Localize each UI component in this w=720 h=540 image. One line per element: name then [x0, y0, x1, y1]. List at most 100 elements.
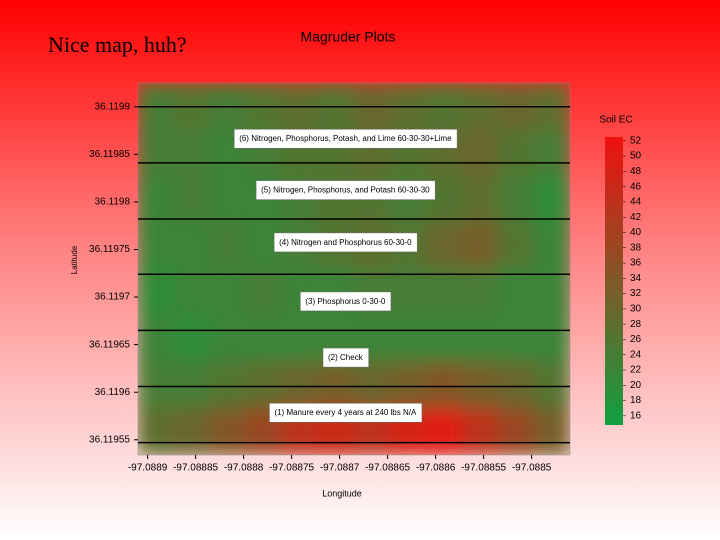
colorbar-tick-label: 50: [630, 151, 642, 162]
heatmap-cell: [497, 361, 535, 409]
heatmap-cell: [461, 315, 499, 363]
heatmap-cell: [138, 129, 175, 177]
x-tick-label: -97.0885: [512, 463, 552, 474]
heatmap-cell: [173, 129, 211, 177]
heatmap-cell: [245, 361, 283, 409]
x-tick-label: -97.08865: [365, 463, 410, 474]
y-tick-label: 36.11975: [89, 244, 130, 255]
x-tick-label: -97.0889: [128, 463, 168, 474]
y-tick-label: 36.11985: [89, 149, 130, 160]
heatmap-cell: [173, 408, 211, 455]
y-tick-label: 36.11955: [89, 434, 130, 445]
x-tick-label: -97.08885: [173, 463, 218, 474]
heatmap-cell: [497, 222, 535, 270]
heatmap-cell: [138, 175, 175, 223]
colorbar-tick-label: 32: [630, 288, 642, 299]
heatmap-cell: [245, 315, 283, 363]
heatmap-cell: [461, 175, 499, 223]
heatmap-cell: [533, 268, 570, 316]
x-axis-label: Longitude: [322, 488, 362, 498]
heatmap-cell: [497, 315, 535, 363]
colorbar-tick-label: 18: [630, 395, 642, 406]
colorbar-tick-label: 36: [630, 258, 642, 269]
colorbar-tick-label: 48: [630, 166, 642, 177]
heatmap-cell: [389, 268, 427, 316]
colorbar: [605, 137, 623, 425]
heatmap-cell: [138, 268, 175, 316]
heatmap-cell: [425, 361, 463, 409]
heatmap-cell: [461, 268, 499, 316]
heatmap-cell: [138, 408, 175, 455]
heatmap-cell: [209, 222, 247, 270]
heatmap-cell: [389, 361, 427, 409]
heatmap-cell: [173, 361, 211, 409]
heatmap-cell: [209, 315, 247, 363]
annotation-box: [322, 347, 369, 368]
heatmap-cell: [209, 268, 247, 316]
colorbar-tick-label: 20: [630, 380, 642, 391]
chart-title: Magruder Plots: [301, 29, 396, 45]
heatmap-cell: [281, 361, 319, 409]
heatmap-cell: [461, 408, 499, 455]
annotation-label: (4) Nitrogen and Phosphorus 60-30-0: [279, 238, 412, 247]
heatmap-cell: [533, 408, 570, 455]
x-tick-label: -97.08875: [269, 463, 314, 474]
heatmap-cell: [425, 268, 463, 316]
annotation-label: (6) Nitrogen, Phosphorus, Potash, and Li…: [239, 134, 452, 143]
heatmap-cell: [173, 268, 211, 316]
heatmap-cell: [497, 129, 535, 177]
annotation-box: [300, 291, 392, 312]
colorbar-tick-label: 40: [630, 227, 642, 238]
slide-title: Nice map, huh?: [48, 32, 187, 57]
heatmap-cell: [138, 361, 175, 409]
heatmap-cell: [389, 315, 427, 363]
colorbar-tick-label: 30: [630, 304, 642, 315]
annotation-box: [269, 402, 423, 423]
heatmap-cell: [461, 129, 499, 177]
y-tick-label: 36.1198: [95, 197, 131, 208]
heatmap-cell: [353, 361, 391, 409]
heatmap-cell: [173, 222, 211, 270]
y-tick-label: 36.1197: [95, 292, 131, 303]
heatmap-cell: [533, 222, 570, 270]
colorbar-tick-label: 22: [630, 365, 642, 376]
colorbar-tick-label: 34: [630, 273, 642, 284]
heatmap-cell: [497, 268, 535, 316]
plot-frame: [137, 82, 571, 456]
heatmap-cell: [497, 408, 535, 455]
heatmap-cell: [138, 315, 175, 363]
colorbar-tick-label: 44: [630, 197, 642, 208]
heatmap-cell: [533, 175, 570, 223]
heatmap-cell: [461, 222, 499, 270]
colorbar-tick-label: 52: [630, 135, 642, 146]
colorbar-tick-label: 26: [630, 334, 642, 345]
colorbar-tick-label: 42: [630, 212, 642, 223]
annotation-box: [233, 128, 458, 149]
annotation-label: (5) Nitrogen, Phosphorus, and Potash 60-…: [261, 186, 430, 195]
heatmap-cell: [209, 361, 247, 409]
heatmap-cell: [533, 129, 570, 177]
colorbar-tick-label: 38: [630, 242, 642, 253]
heatmap-cell: [173, 175, 211, 223]
heatmap-cell: [281, 315, 319, 363]
x-tick-label: -97.0887: [320, 463, 360, 474]
annotation-box: [255, 180, 436, 200]
y-axis-label: Latitude: [70, 245, 79, 274]
heatmap-cell: [425, 315, 463, 363]
x-tick-label: -97.0888: [224, 463, 264, 474]
heatmap-cell: [533, 315, 570, 363]
heatmap-cell: [497, 175, 535, 223]
heatmap-cell: [461, 361, 499, 409]
colorbar-tick-label: 16: [630, 410, 642, 421]
colorbar-tick-label: 46: [630, 181, 642, 192]
heatmap-cell: [533, 361, 570, 409]
y-tick-label: 36.11965: [89, 339, 130, 350]
annotation-box: [273, 232, 418, 253]
x-tick-label: -97.0886: [416, 463, 456, 474]
heatmap-cell: [209, 175, 247, 223]
y-tick-label: 36.1196: [95, 387, 131, 398]
heatmap-cell: [245, 268, 283, 316]
heatmap-cell: [425, 408, 463, 455]
colorbar-tick-label: 28: [630, 319, 642, 330]
